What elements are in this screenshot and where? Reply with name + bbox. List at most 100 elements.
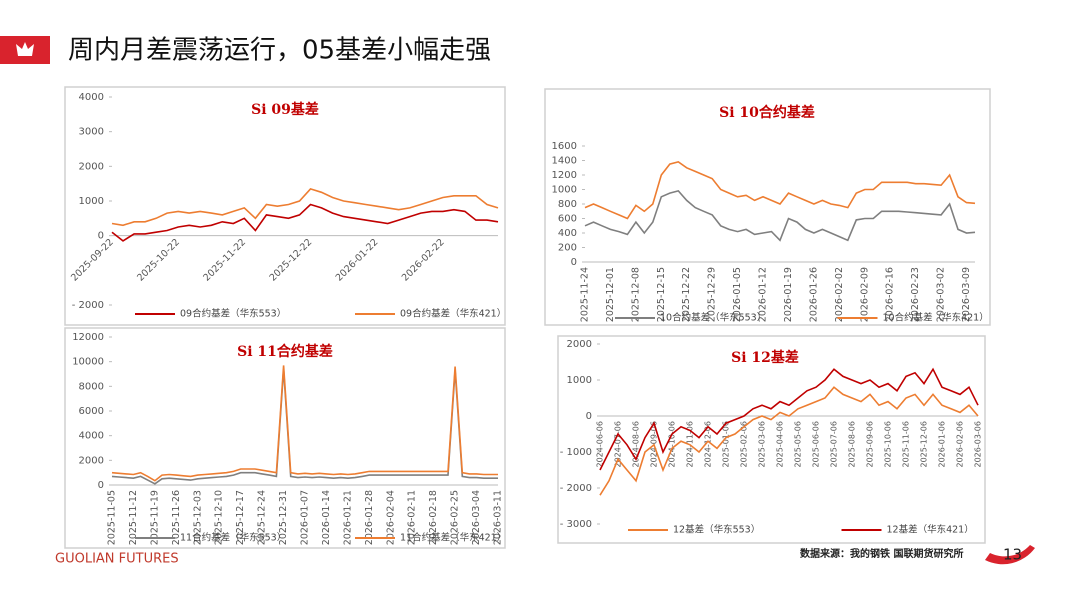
x-tick-label: 2026-03-02	[936, 267, 947, 322]
legend-label: 12基差（华东553）	[673, 524, 760, 536]
y-tick-label: 3000	[79, 127, 104, 138]
page-decoration	[985, 545, 1035, 565]
x-tick-label: 2026-03-11	[493, 490, 504, 545]
y-tick-label: 4000	[79, 92, 104, 103]
x-tick-label: 2026-02-16	[885, 267, 896, 322]
series-line	[111, 365, 498, 482]
x-tick-label: 2026-01-07	[300, 490, 311, 545]
y-tick-label: 200	[558, 243, 577, 254]
x-tick-label: 2026-02-11	[407, 490, 418, 545]
x-tick-label: 2025-07-06	[830, 421, 839, 468]
chart-frame	[557, 335, 986, 544]
y-tick-label: 1200	[552, 170, 577, 181]
x-tick-label: 2026-02-09	[859, 267, 870, 322]
y-tick-label: 10000	[72, 357, 104, 368]
y-tick-label: 800	[558, 199, 577, 210]
y-tick-label: 2000	[79, 455, 104, 466]
x-tick-label: 2026-02-25	[450, 490, 461, 545]
y-tick-label: 2000	[79, 161, 104, 172]
x-tick-label: 2025-04-06	[776, 421, 785, 468]
chart-title: Si 09基差	[251, 101, 319, 118]
page-number: 13	[1003, 546, 1022, 564]
y-tick-label: 8000	[79, 381, 104, 392]
y-tick-label: 1000	[79, 196, 104, 207]
x-tick-label: 2025-12-17	[235, 490, 246, 545]
x-tick-label: 2025-12-03	[192, 490, 203, 545]
series-line	[111, 203, 499, 242]
x-tick-label: 2025-12-01	[605, 267, 616, 322]
x-tick-label: 2024-08-06	[632, 421, 641, 468]
x-tick-label: 2024-12-06	[704, 421, 713, 468]
x-tick-label: 2025-12-22	[681, 267, 692, 322]
x-tick-label: 2025-12-08	[630, 267, 641, 322]
y-tick-label: 4000	[79, 431, 104, 442]
x-tick-label: 2026-02-23	[910, 267, 921, 322]
chart-frame	[64, 86, 506, 326]
crown-icon	[16, 42, 34, 56]
y-tick-label: 0	[571, 257, 577, 268]
legend-label: 10合约基差（华东421）	[883, 312, 989, 324]
x-tick-label: 2026-02-18	[428, 490, 439, 545]
x-tick-label: 2025-11-05	[107, 490, 118, 545]
series-line	[599, 386, 979, 496]
y-tick-label: 2000	[567, 339, 592, 350]
x-tick-label: 2026-03-04	[471, 490, 482, 545]
x-tick-label: 2025-12-24	[257, 490, 268, 545]
x-tick-label: 2025-09-06	[866, 421, 875, 468]
x-tick-label: 2026-03-06	[974, 421, 983, 468]
x-tick-label: 2026-01-06	[938, 421, 947, 468]
source: 数据来源：我的钢铁 国联期货研究所	[800, 547, 963, 560]
x-tick-label: 2024-06-06	[596, 421, 605, 468]
chart-title: Si 11合约基差	[237, 343, 333, 360]
x-tick-label: 2026-03-09	[961, 267, 972, 322]
legend-label: 11合约基差（华东421）	[400, 532, 506, 544]
legend-label: 12基差（华东421）	[887, 524, 974, 536]
y-tick-label: 12000	[72, 332, 104, 343]
chart-frame	[64, 327, 506, 549]
x-tick-label: 2026-01-19	[783, 267, 794, 322]
x-tick-label: 2025-12-15	[656, 267, 667, 322]
chart-title: Si 12基差	[731, 349, 799, 366]
x-tick-label: 2025-08-06	[848, 421, 857, 468]
chart-title: Si 10合约基差	[719, 104, 815, 121]
x-tick-label: 2025-06-06	[812, 421, 821, 468]
x-tick-label: 2025-03-06	[758, 421, 767, 468]
x-tick-label: 2024-07-06	[614, 421, 623, 468]
x-tick-label: 2025-11-24	[580, 267, 591, 322]
x-tick-label: 2025-05-06	[794, 421, 803, 468]
x-tick-label: 2025-11-12	[128, 490, 139, 545]
series-line	[111, 369, 498, 485]
y-tick-label: 1400	[552, 156, 577, 167]
x-tick-label: 2026-01-14	[321, 490, 332, 545]
y-tick-label: 0	[98, 480, 104, 491]
x-tick-label: 2026-01-26	[808, 267, 819, 322]
x-tick-label: 2025-02-06	[740, 421, 749, 468]
series-line	[599, 367, 979, 471]
y-tick-label: - 1000	[560, 447, 592, 458]
x-tick-label: 2025-12-31	[278, 490, 289, 545]
chart-frame	[544, 88, 991, 326]
legend-label: 09合约基差（华东421）	[400, 308, 506, 320]
y-tick-label: 600	[558, 214, 577, 225]
x-tick-label: 2025-01-06	[722, 421, 731, 468]
series-line	[584, 190, 976, 242]
brand: GUOLIAN FUTURES	[55, 552, 179, 567]
y-tick-label: - 2000	[72, 300, 104, 311]
x-tick-label: 2025-11-19	[149, 490, 160, 545]
slide-title: 周内月差震荡运行，05基差小幅走强	[68, 36, 491, 66]
x-tick-label: 2026-02-04	[385, 490, 396, 545]
x-tick-label: 2025-12-29	[707, 267, 718, 322]
x-tick-label: 2024-10-06	[668, 421, 677, 468]
y-tick-label: 400	[558, 228, 577, 239]
legend-label: 10合约基差（华东553）	[660, 312, 766, 324]
series-line	[111, 187, 499, 227]
legend-label: 09合约基差（华东553）	[180, 308, 286, 320]
y-tick-label: 6000	[79, 406, 104, 417]
x-tick-label: 2026-01-21	[342, 490, 353, 545]
legend-label: 11合约基差（华东553）	[180, 532, 286, 544]
x-tick-label: 2025-12-10	[214, 490, 225, 545]
y-tick-label: 0	[98, 231, 104, 242]
x-tick-label: 2025-11-26	[171, 490, 182, 545]
y-tick-label: - 3000	[560, 519, 592, 530]
